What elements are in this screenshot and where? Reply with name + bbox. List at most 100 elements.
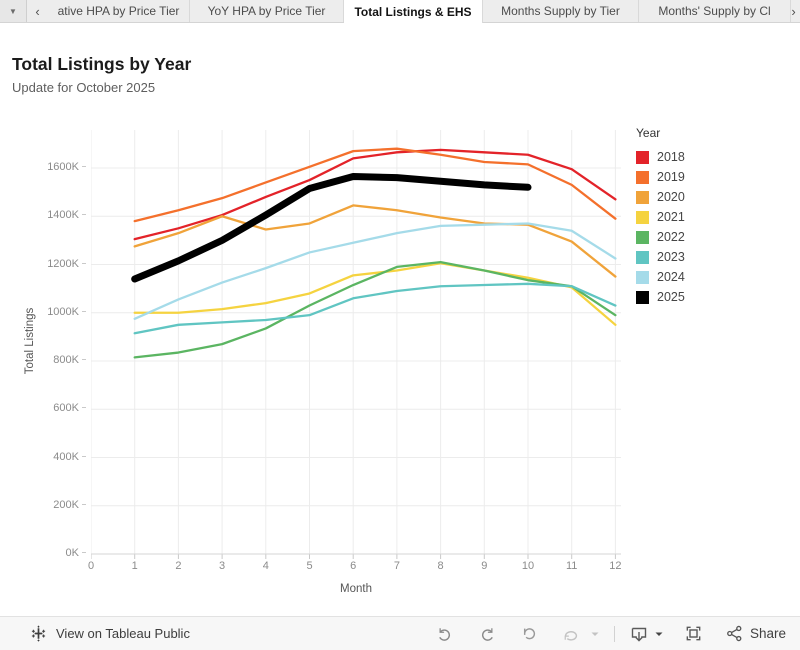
y-tick-label: 200K — [6, 499, 86, 512]
page-subtitle: Update for October 2025 — [12, 80, 156, 95]
x-tick-label: 4 — [262, 560, 269, 572]
legend-swatch — [636, 290, 649, 304]
legend-swatch — [636, 190, 649, 204]
fullscreen-icon — [686, 626, 701, 641]
series-line-2020[interactable] — [133, 204, 617, 278]
legend-swatch — [636, 210, 649, 224]
tab-total-listings-ehs[interactable]: Total Listings & EHS — [344, 0, 483, 23]
legend-item-2022[interactable]: 2022 — [636, 227, 685, 247]
total-listings-line-chart[interactable] — [91, 130, 621, 562]
legend-swatch — [636, 150, 649, 164]
legend-title: Year — [636, 126, 661, 140]
legend-swatch — [636, 250, 649, 264]
legend-label: 2023 — [657, 250, 685, 264]
pause-updates-caret-button[interactable] — [590, 630, 600, 638]
tab-label: Months' Supply by Cl — [658, 4, 771, 18]
legend-label: 2019 — [657, 170, 685, 184]
x-axis-title: Month — [340, 583, 372, 595]
share-label: Share — [749, 626, 786, 641]
y-tick-label: 1600K — [6, 161, 86, 174]
view-on-tableau-public-label: View on Tableau Public — [56, 626, 190, 641]
x-tick-label: 1 — [131, 560, 138, 572]
legend-item-2025[interactable]: 2025 — [636, 287, 685, 307]
tab-label: YoY HPA by Price Tier — [207, 4, 326, 18]
legend-item-2021[interactable]: 2021 — [636, 207, 685, 227]
legend-swatch — [636, 270, 649, 284]
tab-label: Months Supply by Tier — [501, 4, 620, 18]
y-tick-label: 1200K — [6, 258, 86, 271]
page-title: Total Listings by Year — [12, 54, 192, 74]
share-icon — [727, 625, 742, 642]
tab-label: Total Listings & EHS — [354, 4, 472, 19]
undo-button[interactable] — [436, 625, 454, 643]
x-tick-label: 7 — [393, 560, 400, 572]
sheet-tab-bar: ▼ ‹ ative HPA by Price Tier YoY HPA by Pr… — [0, 0, 800, 23]
x-tick-label: 11 — [565, 560, 578, 572]
x-tick-label: 2 — [175, 560, 182, 572]
caret-down-icon: ▼ — [9, 6, 17, 16]
y-tick-label: 1400K — [6, 209, 86, 222]
series-line-2024[interactable] — [133, 222, 617, 320]
x-tick-label: 0 — [87, 560, 95, 572]
chart-legend: Year 2018 2019 2020 2021 2022 2023 2024 2025 — [636, 126, 685, 307]
y-tick-label: 800K — [6, 354, 86, 367]
series-line-2021[interactable] — [133, 262, 617, 326]
x-tick-label: 10 — [521, 560, 535, 572]
x-tick-label: 6 — [350, 560, 357, 572]
sheet-list-dropdown-button[interactable]: ▼ — [0, 0, 27, 22]
scroll-tabs-left-button[interactable]: ‹ — [35, 3, 40, 19]
x-tick-label: 9 — [481, 560, 488, 572]
x-tick-label: 3 — [219, 560, 226, 572]
legend-label: 2021 — [657, 210, 685, 224]
x-tick-label: 8 — [437, 560, 444, 572]
legend-label: 2022 — [657, 230, 685, 244]
x-tick-label: 5 — [306, 560, 313, 572]
download-caret-button[interactable] — [654, 630, 664, 638]
tab-months-supply-by-tier[interactable]: Months Supply by Tier — [483, 0, 639, 22]
caret-down-icon — [655, 632, 663, 636]
refresh-icon — [564, 630, 578, 641]
y-tick-label: 0K — [6, 547, 86, 560]
tableau-logo-icon — [30, 625, 47, 642]
legend-label: 2018 — [657, 150, 685, 164]
tab-months-supply-by-cl[interactable]: Months' Supply by Cl — [639, 0, 791, 22]
tab-label: ative HPA by Price Tier — [57, 4, 180, 18]
download-icon — [631, 627, 647, 642]
reset-icon — [523, 627, 535, 639]
legend-label: 2025 — [657, 290, 685, 304]
scroll-tabs-right-button[interactable]: › — [791, 3, 796, 19]
redo-button[interactable] — [478, 625, 496, 643]
y-tick-label: 600K — [6, 402, 86, 415]
series-line-2019[interactable] — [133, 147, 617, 223]
toolbar: View on Tableau Public — [0, 616, 800, 650]
download-button[interactable] — [629, 624, 649, 644]
legend-item-2019[interactable]: 2019 — [636, 167, 685, 187]
legend-swatch — [636, 230, 649, 244]
tab-yoy-hpa-by-price-tier[interactable]: YoY HPA by Price Tier — [190, 0, 344, 22]
series-line-2018[interactable] — [133, 148, 617, 241]
redo-icon — [481, 627, 493, 641]
legend-label: 2024 — [657, 270, 685, 284]
legend-item-2023[interactable]: 2023 — [636, 247, 685, 267]
series-line-2023[interactable] — [133, 282, 617, 335]
tab-ative-hpa-by-price-tier[interactable]: ative HPA by Price Tier — [48, 0, 190, 22]
legend-item-2024[interactable]: 2024 — [636, 267, 685, 287]
caret-down-icon — [591, 632, 599, 636]
toolbar-divider — [613, 625, 615, 642]
y-tick-label: 1000K — [6, 306, 86, 319]
refresh-button[interactable] — [562, 625, 580, 643]
share-button[interactable]: Share — [725, 624, 786, 643]
series-line-2022[interactable] — [133, 260, 617, 359]
fullscreen-button[interactable] — [684, 624, 703, 643]
series-line-2025[interactable] — [131, 172, 532, 283]
undo-icon — [439, 627, 450, 641]
x-tick-label: 12 — [609, 560, 622, 572]
legend-label: 2020 — [657, 190, 685, 204]
legend-swatch — [636, 170, 649, 184]
y-tick-label: 400K — [6, 451, 86, 464]
legend-item-2020[interactable]: 2020 — [636, 187, 685, 207]
legend-item-2018[interactable]: 2018 — [636, 147, 685, 167]
reset-button[interactable] — [520, 625, 538, 643]
view-on-tableau-public-link[interactable]: View on Tableau Public — [30, 625, 190, 642]
